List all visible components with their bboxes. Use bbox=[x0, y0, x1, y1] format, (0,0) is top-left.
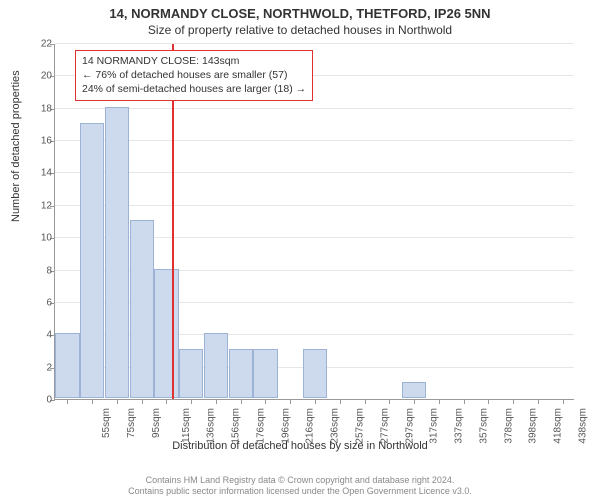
xtick-mark bbox=[365, 399, 366, 404]
histogram-bar bbox=[80, 123, 104, 398]
histogram-bar bbox=[105, 107, 129, 398]
xtick-label: 115sqm bbox=[181, 408, 192, 443]
ytick-label: 8 bbox=[32, 265, 52, 276]
xtick-label: 257sqm bbox=[355, 408, 366, 444]
histogram-bar bbox=[130, 220, 154, 398]
x-axis-label: Distribution of detached houses by size … bbox=[0, 440, 600, 452]
footer-line1: Contains HM Land Registry data © Crown c… bbox=[146, 475, 455, 485]
xtick-label: 398sqm bbox=[528, 408, 539, 444]
xtick-label: 277sqm bbox=[379, 408, 390, 444]
xtick-label: 337sqm bbox=[454, 408, 465, 444]
ytick-label: 4 bbox=[32, 330, 52, 341]
xtick-mark bbox=[265, 399, 266, 404]
callout-box: 14 NORMANDY CLOSE: 143sqm← 76% of detach… bbox=[75, 50, 313, 101]
xtick-mark bbox=[67, 399, 68, 404]
xtick-label: 357sqm bbox=[478, 408, 489, 444]
xtick-mark bbox=[166, 399, 167, 404]
xtick-mark bbox=[315, 399, 316, 404]
y-axis-label: Number of detached properties bbox=[10, 70, 22, 222]
histogram-bar bbox=[229, 349, 253, 398]
histogram-bar bbox=[253, 349, 277, 398]
page-subtitle: Size of property relative to detached ho… bbox=[0, 21, 600, 37]
xtick-mark bbox=[191, 399, 192, 404]
xtick-mark bbox=[216, 399, 217, 404]
xtick-mark bbox=[464, 399, 465, 404]
xtick-mark bbox=[538, 399, 539, 404]
ytick-label: 0 bbox=[32, 395, 52, 406]
xtick-label: 317sqm bbox=[429, 408, 440, 444]
footer-line2: Contains public sector information licen… bbox=[128, 486, 472, 496]
ytick-label: 16 bbox=[32, 136, 52, 147]
chart-area: 55sqm75sqm95sqm115sqm136sqm156sqm176sqm1… bbox=[54, 44, 574, 400]
xtick-label: 418sqm bbox=[553, 408, 564, 444]
xtick-mark bbox=[241, 399, 242, 404]
histogram-bar bbox=[303, 349, 327, 398]
histogram-bar bbox=[154, 269, 178, 398]
xtick-label: 216sqm bbox=[305, 408, 316, 444]
page-title: 14, NORMANDY CLOSE, NORTHWOLD, THETFORD,… bbox=[0, 0, 600, 21]
ytick-label: 2 bbox=[32, 362, 52, 373]
xtick-mark bbox=[563, 399, 564, 404]
histogram-bar bbox=[179, 349, 203, 398]
xtick-mark bbox=[414, 399, 415, 404]
gridline bbox=[55, 172, 574, 173]
xtick-label: 156sqm bbox=[231, 408, 242, 444]
ytick-label: 10 bbox=[32, 233, 52, 244]
ytick-label: 6 bbox=[32, 297, 52, 308]
xtick-mark bbox=[340, 399, 341, 404]
footer: Contains HM Land Registry data © Crown c… bbox=[0, 475, 600, 498]
histogram-bar bbox=[402, 382, 426, 398]
histogram-bar bbox=[55, 333, 79, 398]
gridline bbox=[55, 43, 574, 44]
ytick-label: 14 bbox=[32, 168, 52, 179]
histogram-bar bbox=[204, 333, 228, 398]
ytick-label: 12 bbox=[32, 200, 52, 211]
callout-line1: 14 NORMANDY CLOSE: 143sqm bbox=[82, 54, 306, 68]
xtick-label: 297sqm bbox=[404, 408, 415, 444]
plot-region: 55sqm75sqm95sqm115sqm136sqm156sqm176sqm1… bbox=[54, 44, 574, 400]
ytick-label: 22 bbox=[32, 39, 52, 50]
gridline bbox=[55, 108, 574, 109]
xtick-mark bbox=[290, 399, 291, 404]
xtick-label: 75sqm bbox=[126, 408, 137, 438]
xtick-mark bbox=[389, 399, 390, 404]
xtick-mark bbox=[513, 399, 514, 404]
xtick-mark bbox=[92, 399, 93, 404]
xtick-label: 55sqm bbox=[101, 408, 112, 438]
callout-line3: 24% of semi-detached houses are larger (… bbox=[82, 82, 306, 96]
xtick-label: 378sqm bbox=[503, 408, 514, 444]
xtick-label: 95sqm bbox=[151, 408, 162, 438]
xtick-label: 236sqm bbox=[330, 408, 341, 444]
xtick-label: 196sqm bbox=[280, 408, 291, 444]
xtick-mark bbox=[142, 399, 143, 404]
ytick-label: 18 bbox=[32, 103, 52, 114]
gridline bbox=[55, 205, 574, 206]
xtick-label: 136sqm bbox=[206, 408, 217, 444]
callout-line2: ← 76% of detached houses are smaller (57… bbox=[82, 68, 306, 82]
ytick-label: 20 bbox=[32, 71, 52, 82]
xtick-label: 438sqm bbox=[577, 408, 588, 444]
gridline bbox=[55, 140, 574, 141]
xtick-mark bbox=[117, 399, 118, 404]
xtick-label: 176sqm bbox=[256, 408, 267, 444]
xtick-mark bbox=[439, 399, 440, 404]
xtick-mark bbox=[488, 399, 489, 404]
